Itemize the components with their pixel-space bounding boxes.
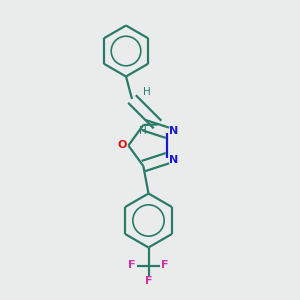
Text: F: F	[161, 260, 169, 271]
Text: H: H	[142, 87, 150, 98]
Text: H: H	[139, 126, 147, 136]
Text: O: O	[117, 140, 127, 151]
Text: N: N	[169, 155, 178, 165]
Text: F: F	[145, 276, 152, 286]
Text: N: N	[169, 126, 178, 136]
Text: F: F	[128, 260, 136, 271]
